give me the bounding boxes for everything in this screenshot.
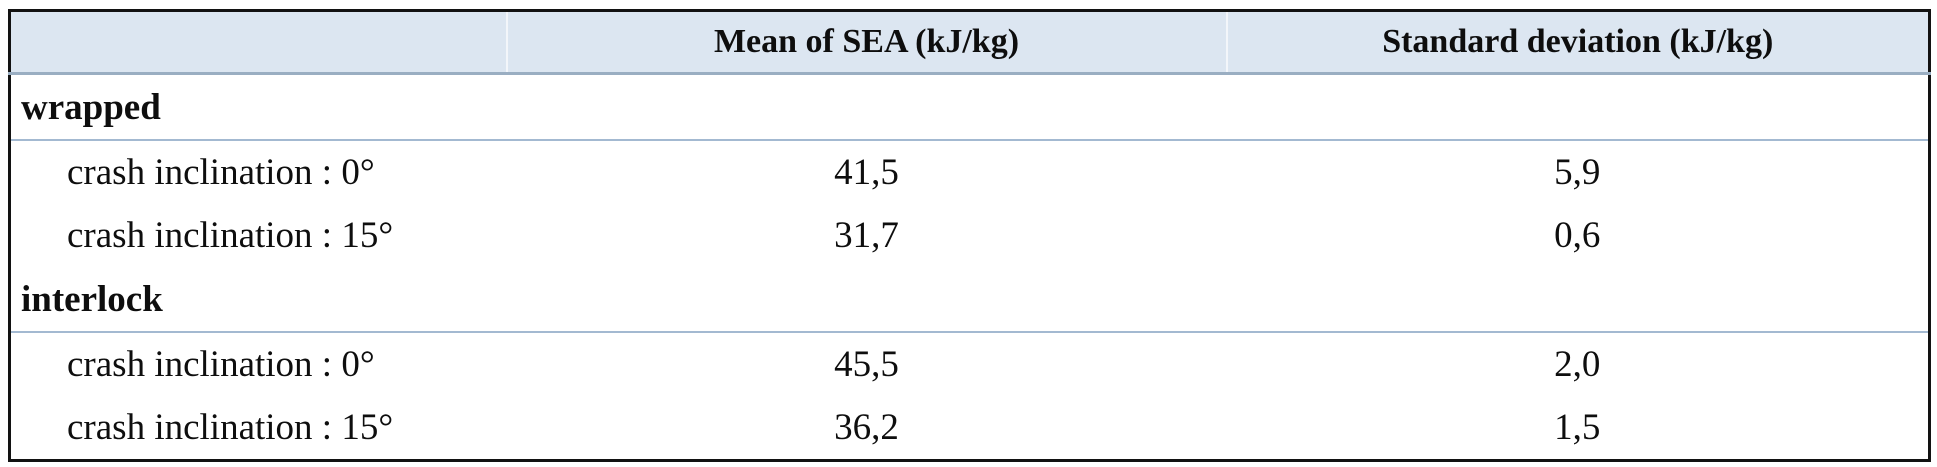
mean-value: 31,7 <box>834 215 899 256</box>
row-label: crash inclination : 15° <box>67 215 394 256</box>
std-value: 5,9 <box>1554 152 1601 193</box>
std-value: 2,0 <box>1554 344 1601 385</box>
std-value: 1,5 <box>1554 407 1601 448</box>
row-label: crash inclination : 0° <box>67 344 375 385</box>
mean-value: 45,5 <box>834 344 899 385</box>
header-standard-deviation: Standard deviation (kJ/kg) <box>1225 10 1930 75</box>
group-row-interlock: interlock <box>9 267 1930 333</box>
group-label-interlock: interlock <box>9 267 1930 333</box>
std-value: 0,6 <box>1554 215 1601 256</box>
mean-value: 36,2 <box>834 407 899 448</box>
row-label: crash inclination : 15° <box>67 407 394 448</box>
row-label: crash inclination : 0° <box>67 152 375 193</box>
mean-value: 41,5 <box>834 152 899 193</box>
table-row: crash inclination : 15° 36,2 1,5 <box>10 396 1930 461</box>
table-row: crash inclination : 15° 31,7 0,6 <box>10 204 1930 267</box>
header-mean-sea: Mean of SEA (kJ/kg) <box>505 10 1227 75</box>
header-empty-cell <box>9 10 507 75</box>
table-header-row: Mean of SEA (kJ/kg) Standard deviation (… <box>9 10 1930 75</box>
table-row: crash inclination : 0° 41,5 5,9 <box>10 140 1930 204</box>
group-label-wrapped: wrapped <box>9 73 1930 141</box>
sea-results-table: Mean of SEA (kJ/kg) Standard deviation (… <box>8 9 1931 462</box>
table-row: crash inclination : 0° 45,5 2,0 <box>10 332 1930 396</box>
group-row-wrapped: wrapped <box>9 73 1930 141</box>
